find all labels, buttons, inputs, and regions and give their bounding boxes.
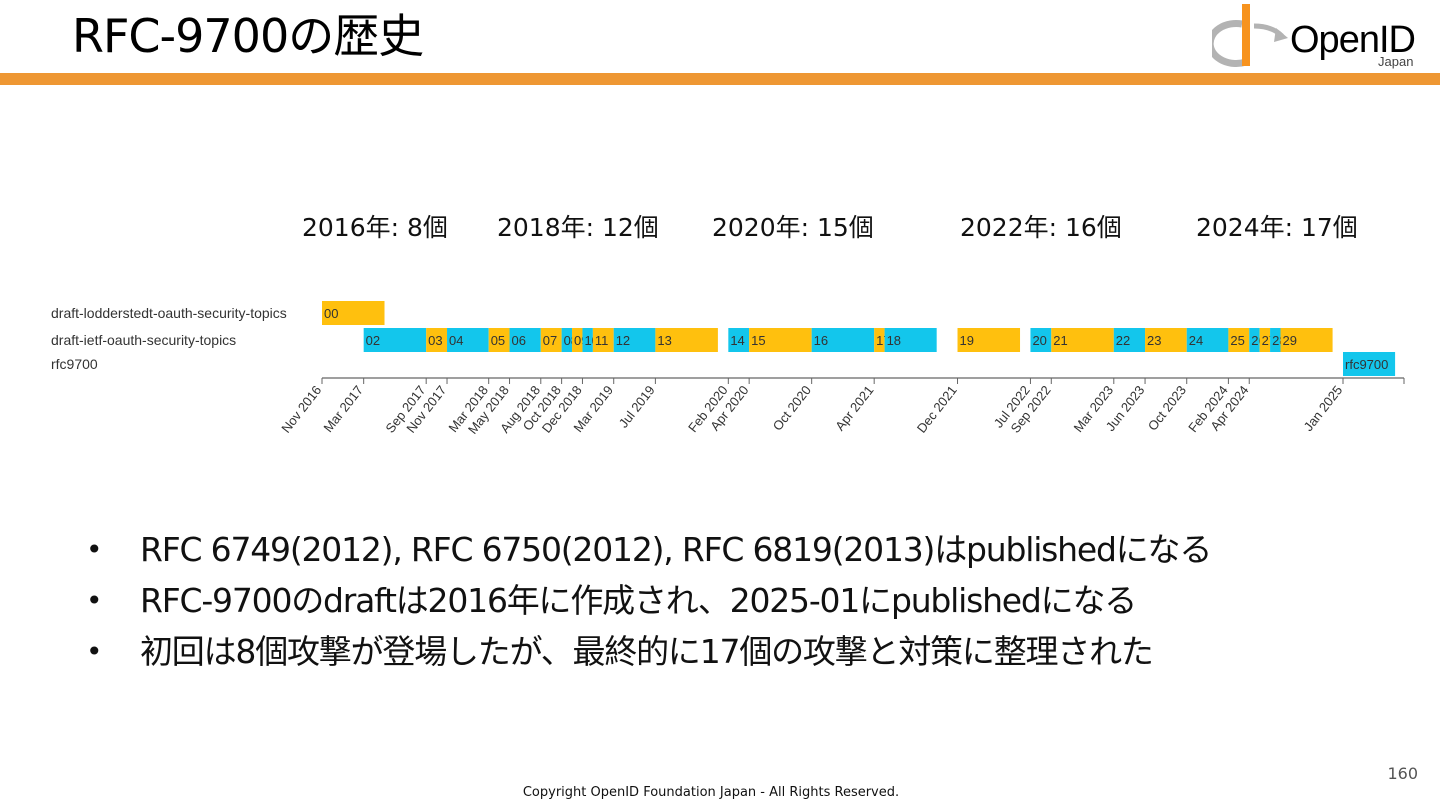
copyright: Copyright OpenID Foundation Japan - All … [522,785,900,800]
version-bar [811,328,875,352]
version-label: 11 [595,333,609,348]
version-label: 16 [814,333,828,348]
title-underline-bar [0,73,1440,85]
version-label: 06 [512,333,526,348]
version-bar [363,328,427,352]
bullet-item: RFC 6749(2012), RFC 6750(2012), RFC 6819… [86,524,1212,575]
openid-logo: OpenID Japan [1212,2,1432,72]
version-label: 29 [1282,333,1296,348]
version-bar [426,328,448,352]
version-label: 03 [428,333,442,348]
version-bar [322,301,385,325]
version-bar [1259,328,1271,352]
version-bar [1113,328,1146,352]
version-bar [592,328,614,352]
version-label: 23 [1147,333,1161,348]
version-label: 24 [1189,333,1203,348]
year-count-2024: 2024年: 17個 [1196,213,1358,242]
version-label: 04 [449,333,463,348]
bullet-list: RFC 6749(2012), RFC 6750(2012), RFC 6819… [86,524,1212,677]
version-label: 25 [1230,333,1244,348]
version-bar [509,328,541,352]
openid-logo-icon [1212,4,1288,67]
logo-text: OpenID [1290,19,1416,61]
timeline-chart: draft-lodderstedt-oauth-security-topics d… [51,301,1405,437]
version-bar [884,328,937,352]
version-bar [1051,328,1114,352]
x-tick-label: Mar 2017 [320,383,366,436]
version-bar [613,328,656,352]
version-label: 14 [730,333,744,348]
version-bar [1030,328,1052,352]
version-label: 21 [1053,333,1067,348]
version-label: 05 [491,333,505,348]
year-count-2018: 2018年: 12個 [497,213,659,242]
version-bar [447,328,489,352]
year-count-2020: 2020年: 15個 [712,213,874,242]
version-label: 18 [887,333,901,348]
version-bar [561,328,573,352]
version-bar [1280,328,1333,352]
version-label: 19 [960,333,974,348]
x-tick-label: Oct 2023 [1145,383,1189,434]
row-label: draft-ietf-oauth-security-topics [51,332,236,348]
version-bar [874,328,885,352]
bullet-item: 初回は8個攻撃が登場したが、最終的に17個の攻撃と対策に整理された [86,626,1211,677]
version-bar [582,328,593,352]
version-bar [488,328,510,352]
version-bar [1145,328,1187,352]
version-bar [1228,328,1250,352]
x-tick-label: Nov 2016 [278,383,324,436]
x-tick-label: Oct 2020 [770,383,814,434]
version-label: 20 [1032,333,1046,348]
version-bar [540,328,562,352]
version-bar [655,328,718,352]
row-label: draft-lodderstedt-oauth-security-topics [51,305,287,321]
version-bar [749,328,812,352]
version-bar [1249,328,1260,352]
version-label: 12 [616,333,630,348]
x-tick-label: Dec 2021 [914,383,960,436]
version-bar [572,328,583,352]
version-bar [1186,328,1229,352]
year-count-2016: 2016年: 8個 [302,213,448,242]
version-label: 02 [366,333,380,348]
logo-subtext: Japan [1378,54,1414,69]
version-label: 07 [543,333,557,348]
x-tick-label: Apr 2021 [832,383,876,434]
row-label: rfc9700 [51,356,98,372]
version-label: 15 [751,333,765,348]
bullet-item: RFC-9700のdraftは2016年に作成され、2025-01にpublis… [86,575,1211,626]
year-count-2022: 2022年: 16個 [960,213,1122,242]
version-label: 22 [1116,333,1130,348]
version-label: rfc9700 [1345,357,1388,372]
slide-title: RFC-9700の歴史 [72,9,424,63]
x-tick-label: Jul 2019 [616,383,658,431]
x-tick-label: Jan 2025 [1301,383,1346,434]
version-bar [1343,352,1396,376]
page-number: 160 [1387,764,1418,783]
version-bar [957,328,1021,352]
version-bar [1270,328,1281,352]
version-label: 00 [324,306,338,321]
version-bar [728,328,750,352]
version-label: 13 [657,333,671,348]
